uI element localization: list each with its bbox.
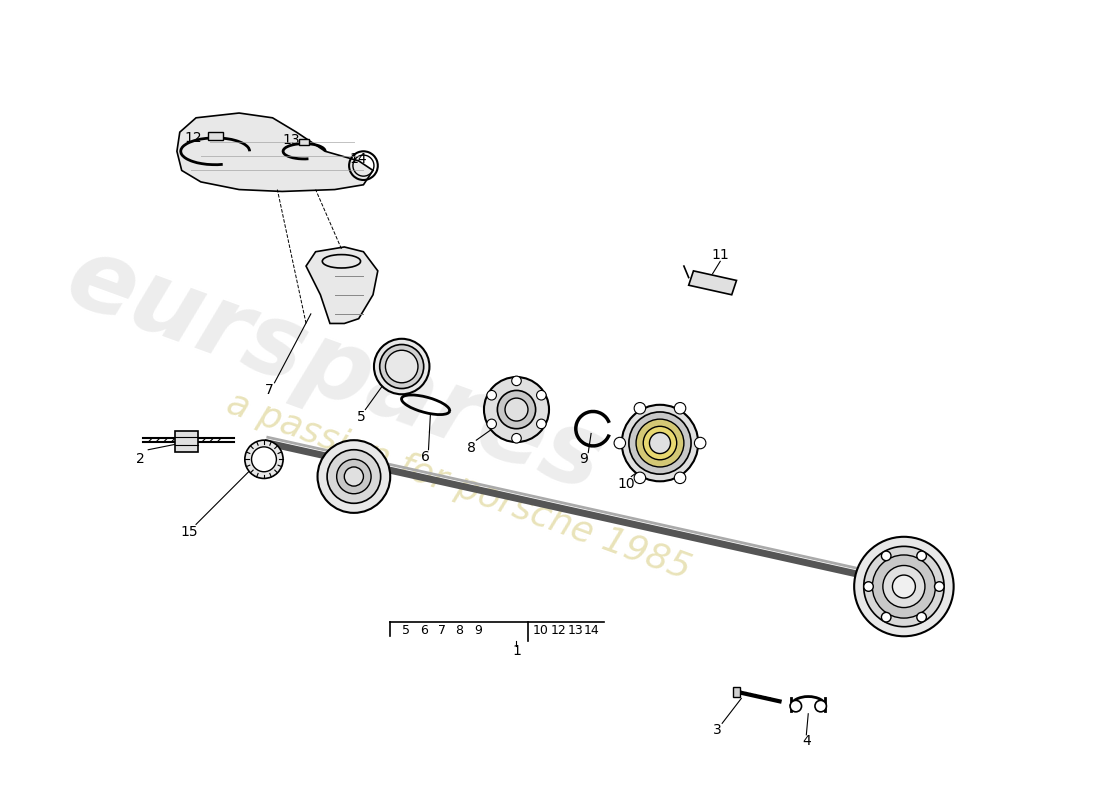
- Text: 2: 2: [136, 452, 145, 466]
- Polygon shape: [306, 247, 377, 323]
- Text: 13: 13: [568, 624, 584, 637]
- Circle shape: [512, 376, 521, 386]
- Circle shape: [344, 467, 363, 486]
- Ellipse shape: [505, 398, 528, 421]
- Ellipse shape: [636, 419, 684, 467]
- Circle shape: [916, 551, 926, 561]
- Ellipse shape: [379, 345, 424, 389]
- Ellipse shape: [484, 377, 549, 442]
- Circle shape: [872, 555, 935, 618]
- Text: 5: 5: [403, 624, 410, 637]
- Circle shape: [881, 612, 891, 622]
- Ellipse shape: [649, 433, 671, 454]
- Circle shape: [252, 447, 276, 472]
- Circle shape: [327, 450, 381, 503]
- Circle shape: [694, 438, 706, 449]
- Text: 13: 13: [283, 133, 300, 147]
- Text: 12: 12: [551, 624, 566, 637]
- Text: 10: 10: [532, 624, 548, 637]
- Text: 8: 8: [468, 441, 476, 455]
- Circle shape: [487, 390, 496, 400]
- Polygon shape: [689, 271, 737, 294]
- Text: 3: 3: [713, 723, 722, 737]
- Circle shape: [614, 438, 626, 449]
- Text: 14: 14: [350, 152, 367, 166]
- Text: 9: 9: [474, 624, 482, 637]
- Text: 6: 6: [420, 624, 428, 637]
- Ellipse shape: [621, 405, 698, 482]
- FancyBboxPatch shape: [299, 139, 309, 145]
- Text: 5: 5: [358, 410, 366, 424]
- Circle shape: [337, 459, 371, 494]
- Circle shape: [881, 551, 891, 561]
- Circle shape: [935, 582, 944, 591]
- Circle shape: [815, 700, 826, 712]
- Circle shape: [318, 440, 390, 513]
- Text: 4: 4: [802, 734, 811, 749]
- FancyBboxPatch shape: [175, 430, 198, 452]
- Circle shape: [537, 419, 546, 429]
- Text: 11: 11: [712, 248, 729, 262]
- Circle shape: [635, 472, 646, 483]
- Text: a passion for porsche 1985: a passion for porsche 1985: [222, 386, 696, 586]
- Text: 14: 14: [583, 624, 600, 637]
- Text: 15: 15: [180, 525, 198, 539]
- Circle shape: [892, 575, 915, 598]
- Circle shape: [864, 582, 873, 591]
- Ellipse shape: [374, 338, 429, 394]
- Circle shape: [883, 566, 925, 607]
- Ellipse shape: [497, 390, 536, 429]
- Text: 9: 9: [579, 452, 587, 466]
- Circle shape: [790, 700, 802, 712]
- Circle shape: [855, 537, 954, 636]
- Circle shape: [487, 419, 496, 429]
- Text: 1: 1: [513, 644, 521, 658]
- Text: 8: 8: [455, 624, 463, 637]
- Polygon shape: [177, 113, 373, 191]
- Ellipse shape: [629, 412, 691, 474]
- Text: 12: 12: [185, 131, 202, 145]
- Text: 7: 7: [265, 383, 274, 398]
- FancyBboxPatch shape: [733, 687, 740, 697]
- Circle shape: [864, 546, 944, 626]
- Circle shape: [537, 390, 546, 400]
- Text: 7: 7: [438, 624, 446, 637]
- Circle shape: [245, 440, 283, 478]
- Circle shape: [674, 402, 685, 414]
- Text: 10: 10: [618, 477, 636, 491]
- Circle shape: [512, 434, 521, 443]
- FancyBboxPatch shape: [208, 132, 223, 140]
- Circle shape: [674, 472, 685, 483]
- Circle shape: [635, 402, 646, 414]
- Text: 6: 6: [421, 450, 430, 464]
- Ellipse shape: [644, 426, 676, 460]
- Text: eurspares: eurspares: [53, 230, 616, 514]
- Circle shape: [916, 612, 926, 622]
- Ellipse shape: [385, 350, 418, 382]
